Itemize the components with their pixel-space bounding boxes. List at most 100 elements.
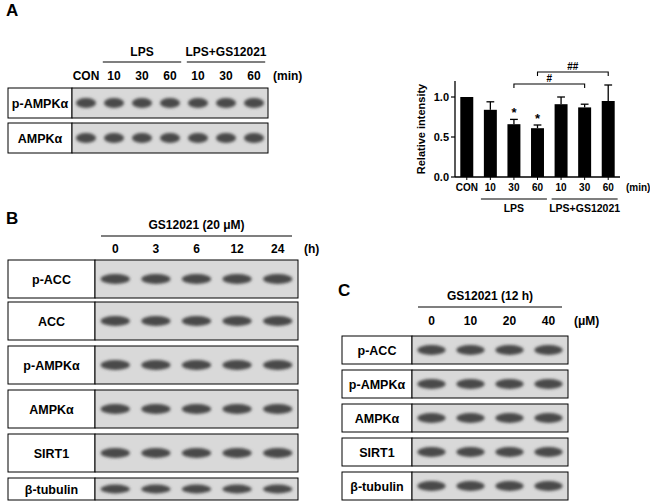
- bar: [507, 124, 520, 177]
- x-tick-label: CON: [456, 182, 478, 193]
- plot-area: [460, 85, 614, 177]
- band: [132, 133, 152, 143]
- band: [417, 379, 445, 389]
- band: [263, 316, 292, 326]
- y-tick: [451, 96, 455, 97]
- x-tick-label: 10: [485, 182, 497, 193]
- error-line: [608, 85, 609, 101]
- band: [222, 316, 251, 326]
- row-label-box: [8, 302, 95, 340]
- group-line: [481, 198, 547, 199]
- blot-strip: [412, 336, 568, 364]
- significance: *: [535, 111, 541, 126]
- band: [417, 413, 445, 423]
- row-label-box: [8, 434, 95, 472]
- band: [417, 345, 445, 355]
- band: [182, 360, 211, 370]
- band: [104, 98, 124, 108]
- panel-letter: C: [338, 281, 350, 300]
- lane-label: 60: [247, 69, 261, 83]
- lane-label: 12: [230, 242, 244, 256]
- error-cap: [604, 84, 612, 85]
- x-tick: [537, 177, 538, 180]
- band: [456, 413, 484, 423]
- band: [222, 274, 251, 284]
- band: [495, 379, 523, 389]
- band: [263, 448, 292, 458]
- comparison-bracket: [514, 84, 585, 88]
- error-cap: [581, 104, 589, 105]
- row-label-box: [342, 404, 412, 432]
- x-tick-label: 60: [603, 182, 615, 193]
- row-label: p-AMPKα: [23, 359, 80, 373]
- group-line: [187, 61, 265, 62]
- lane-label: 40: [542, 314, 556, 328]
- blot-strip: [95, 260, 298, 298]
- row-label: ACC: [38, 315, 65, 329]
- row-label-box: [342, 438, 412, 466]
- row-label-box: [8, 478, 95, 500]
- header-line: [418, 306, 562, 307]
- lane-unit: (h): [304, 242, 319, 256]
- row-label: AMPKα: [18, 132, 63, 146]
- band: [101, 274, 130, 284]
- band: [160, 133, 180, 143]
- group-line: [552, 198, 618, 199]
- blot-strip: [95, 434, 298, 472]
- band: [104, 133, 124, 143]
- lane-label: 30: [219, 69, 233, 83]
- lane-label: 20: [503, 314, 517, 328]
- row-label: β-tubulin: [25, 483, 78, 497]
- band: [534, 447, 562, 457]
- row-label: SIRT1: [359, 446, 394, 460]
- lane-label: 10: [464, 314, 478, 328]
- band: [216, 133, 236, 143]
- band: [76, 98, 96, 108]
- band: [456, 379, 484, 389]
- comparison-label: ##: [567, 61, 579, 72]
- comparison-label: #: [547, 73, 553, 84]
- bar: [555, 104, 568, 177]
- error-bar: [604, 85, 612, 101]
- comparison-bracket: [538, 72, 609, 76]
- row-label: AMPKα: [29, 403, 74, 417]
- lane-label: 0: [112, 242, 119, 256]
- band: [222, 360, 251, 370]
- panel-letter: A: [6, 1, 18, 20]
- error-bar: [581, 104, 589, 107]
- row-label: p-AMPKα: [349, 378, 406, 392]
- band: [263, 360, 292, 370]
- lane-label: 0: [428, 314, 435, 328]
- group-label: LPS: [130, 45, 153, 59]
- band: [141, 274, 170, 284]
- bar: [602, 101, 615, 177]
- row-label: p-ACC: [32, 273, 71, 287]
- x-unit: (min): [626, 182, 650, 193]
- x-tick: [466, 177, 467, 180]
- band: [495, 345, 523, 355]
- lane-label: 60: [163, 69, 177, 83]
- row-label: p-AMPKα: [12, 97, 69, 111]
- band: [216, 98, 236, 108]
- lane-label: 24: [271, 242, 285, 256]
- band: [141, 485, 170, 494]
- lane-label: CON: [73, 69, 100, 83]
- bar: [460, 97, 473, 177]
- panel-letter: B: [6, 209, 18, 228]
- x-tick-label: 30: [579, 182, 591, 193]
- x-tick-label: 30: [508, 182, 520, 193]
- y-tick: [451, 136, 455, 137]
- header-line: [101, 235, 292, 236]
- lane-unit: (min): [273, 69, 302, 83]
- band: [495, 481, 523, 491]
- x-tick: [608, 177, 609, 180]
- band: [182, 404, 211, 414]
- y-tick-label: 0.0: [434, 171, 449, 183]
- x-tick: [561, 177, 562, 180]
- band: [141, 316, 170, 326]
- band: [101, 448, 130, 458]
- band: [182, 274, 211, 284]
- band: [534, 413, 562, 423]
- band: [495, 413, 523, 423]
- band: [244, 98, 264, 108]
